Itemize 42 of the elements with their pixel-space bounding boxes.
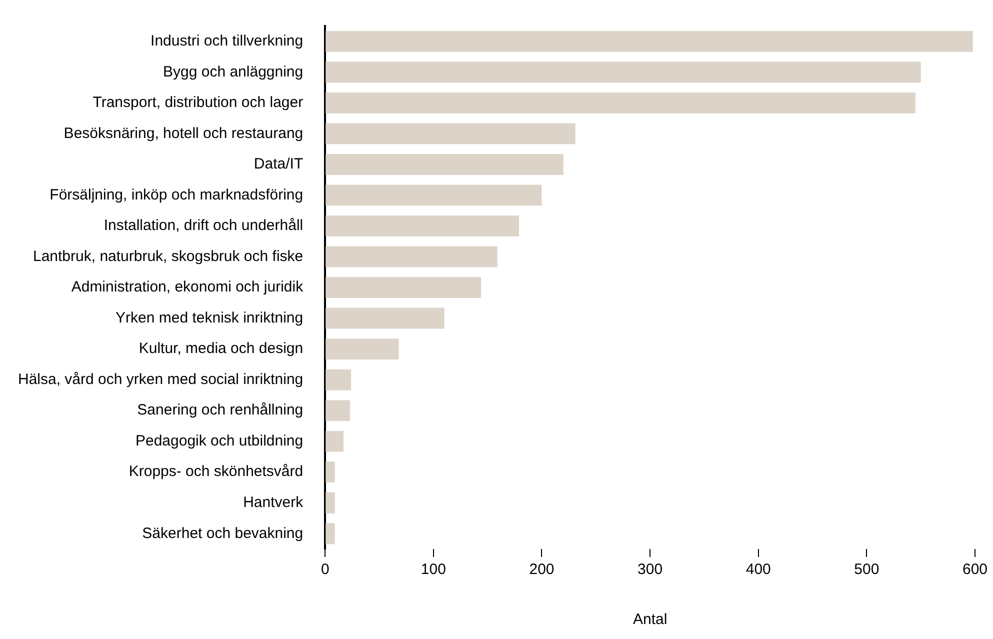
x-tick-label: 400 — [746, 561, 771, 578]
bar — [326, 430, 344, 452]
x-tick-label: 600 — [962, 561, 988, 578]
x-axis-title: Antal — [632, 611, 668, 628]
y-tick-label: Bygg och anläggning — [163, 63, 304, 80]
bar — [326, 369, 352, 390]
y-tick-label: Transport, distribution och lager — [92, 94, 304, 112]
y-tick-label: Sanering och renhållning — [137, 402, 304, 419]
bar — [326, 92, 916, 114]
y-tick-label: Administration, ekonomi och juridik — [71, 278, 304, 296]
bar — [326, 123, 576, 144]
x-tick-label: 200 — [529, 561, 554, 578]
y-tick-label: Lantbruk, naturbruk, skogsbruk och fiske — [32, 248, 304, 265]
bar — [326, 338, 399, 360]
y-tick-label: Besöksnäring, hotell och restaurang — [64, 124, 304, 142]
bar — [326, 154, 564, 175]
x-tick-label: 300 — [638, 561, 663, 578]
bar — [326, 308, 444, 329]
bar — [326, 462, 335, 483]
y-tick-label: Hantverk — [243, 494, 304, 511]
bar — [326, 492, 335, 514]
x-tick-label: 100 — [420, 561, 446, 578]
bar — [326, 523, 335, 544]
bar — [326, 184, 542, 206]
x-tick-label: 500 — [854, 561, 880, 578]
y-tick-label: Säkerhet och bevakning — [142, 524, 304, 542]
y-tick-label: Yrken med teknisk inriktning — [116, 309, 304, 326]
bar — [326, 30, 973, 52]
y-tick-label: Kropps- och skönhetsvård — [128, 463, 304, 480]
bar — [326, 277, 482, 298]
y-tick-label: Pedagogik och utbildning — [135, 432, 304, 450]
bar — [326, 62, 921, 83]
y-tick-label: Industri och tillverkning — [150, 32, 304, 50]
y-tick-label: Hälsa, vård och yrken med social inriktning — [18, 370, 304, 388]
bar — [326, 246, 498, 268]
y-tick-label: Installation, drift och underhåll — [104, 217, 304, 234]
bar — [326, 400, 350, 422]
y-tick-label: Data/IT — [254, 156, 304, 173]
y-tick-label: Kultur, media och design — [138, 340, 304, 358]
x-tick-label: 0 — [320, 561, 330, 578]
y-tick-label: Försäljning, inköp och marknadsföring — [50, 186, 304, 204]
bar — [326, 216, 520, 236]
